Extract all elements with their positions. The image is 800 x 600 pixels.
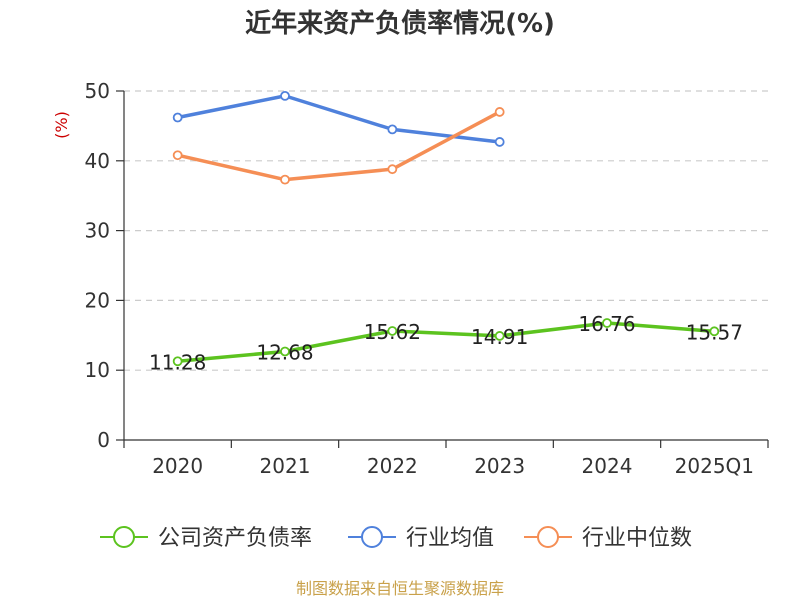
x-tick-label: 2021 — [260, 454, 311, 478]
series-1 — [172, 90, 505, 147]
data-label: 12.68 — [256, 340, 313, 364]
data-label: 15.62 — [364, 320, 421, 344]
x-tick-labels: 2020 2021 2022 2023 2024 2025Q1 — [152, 454, 754, 478]
y-tick-labels: 0 10 20 30 40 50 — [85, 79, 110, 452]
legend-item[interactable]: 公司资产负债率 — [100, 526, 312, 551]
series-2 — [172, 107, 505, 185]
series-lines — [172, 90, 720, 367]
series-line — [175, 110, 502, 182]
data-label: 16.76 — [578, 312, 635, 336]
data-point — [280, 174, 290, 185]
legend: 公司资产负债率 行业均值 行业中位数 — [100, 526, 692, 551]
x-tick-label: 2025Q1 — [675, 454, 754, 478]
grid-lines — [124, 90, 768, 371]
y-tick-label: 50 — [85, 79, 110, 103]
x-tick-label: 2023 — [474, 454, 525, 478]
legend-marker-icon — [537, 526, 559, 548]
source-note: 制图数据来自恒生聚源数据库 — [296, 579, 504, 598]
y-tick-label: 30 — [85, 219, 110, 243]
series-line — [175, 321, 717, 364]
data-point — [280, 346, 290, 357]
y-tick-label: 20 — [85, 288, 110, 312]
data-label: 14.91 — [471, 325, 528, 349]
data-point — [494, 107, 505, 117]
data-label: 15.57 — [686, 320, 743, 344]
data-point — [172, 150, 183, 161]
data-point — [387, 326, 398, 336]
y-tick-label: 40 — [85, 149, 110, 173]
axes — [116, 90, 769, 448]
legend-marker-icon — [113, 526, 135, 548]
legend-label: 公司资产负债率 — [158, 526, 312, 551]
y-tick-label: 10 — [85, 358, 110, 382]
legend-item[interactable]: 行业中位数 — [524, 526, 692, 551]
data-point — [494, 331, 505, 341]
y-axis-label: (%) — [52, 111, 71, 139]
legend-label: 行业中位数 — [582, 526, 692, 551]
legend-label: 行业均值 — [406, 526, 494, 551]
data-point — [172, 112, 183, 123]
chart-title: 近年来资产负债率情况(%) — [245, 8, 555, 39]
data-point — [172, 356, 183, 367]
data-point — [709, 326, 720, 337]
x-tick-label: 2022 — [367, 454, 418, 478]
y-tick-label: 0 — [97, 428, 110, 452]
data-label: 11.28 — [149, 350, 206, 374]
series-line — [175, 94, 502, 144]
data-point — [602, 318, 612, 328]
data-point — [494, 137, 505, 147]
data-point — [387, 164, 398, 175]
x-tick-label: 2020 — [152, 454, 203, 478]
legend-marker-icon — [361, 526, 383, 548]
data-point — [387, 124, 398, 135]
x-tick-label: 2024 — [582, 454, 633, 478]
data-point — [280, 90, 290, 101]
legend-item[interactable]: 行业均值 — [348, 526, 494, 551]
series-0 — [172, 318, 720, 367]
data-labels: 11.28 12.68 15.62 14.91 16.76 15.57 — [149, 312, 743, 374]
